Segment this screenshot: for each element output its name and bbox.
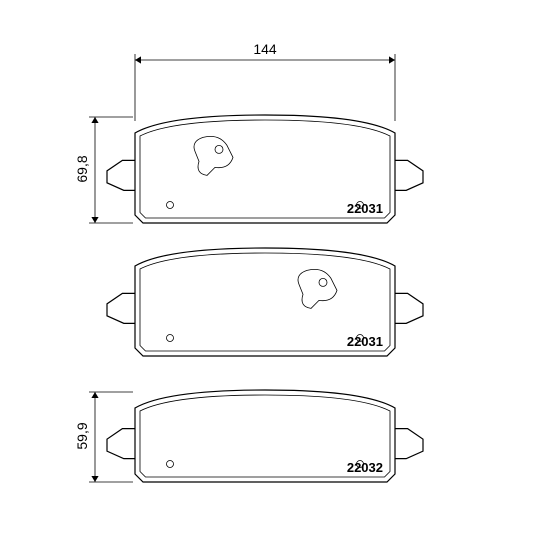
height1-dimension: 69,8 (74, 155, 90, 182)
drawing-svg: 22031 22031 22032 144 69,8 59,9 (0, 0, 540, 540)
height2-dimension: 59,9 (74, 422, 90, 449)
technical-drawing: 22031 22031 22032 144 69,8 59,9 (0, 0, 540, 540)
width-dimension: 144 (253, 41, 277, 57)
part-number-label: 22031 (347, 334, 383, 349)
part-number-label: 22032 (347, 460, 383, 475)
part-number-label: 22031 (347, 201, 383, 216)
